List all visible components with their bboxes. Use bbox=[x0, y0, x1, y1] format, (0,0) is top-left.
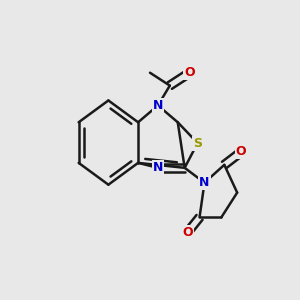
Text: O: O bbox=[184, 66, 195, 79]
Text: O: O bbox=[182, 226, 193, 239]
Text: N: N bbox=[153, 99, 163, 112]
Text: O: O bbox=[236, 146, 247, 158]
Text: N: N bbox=[199, 176, 210, 189]
Text: S: S bbox=[193, 136, 202, 150]
Text: N: N bbox=[153, 161, 163, 174]
